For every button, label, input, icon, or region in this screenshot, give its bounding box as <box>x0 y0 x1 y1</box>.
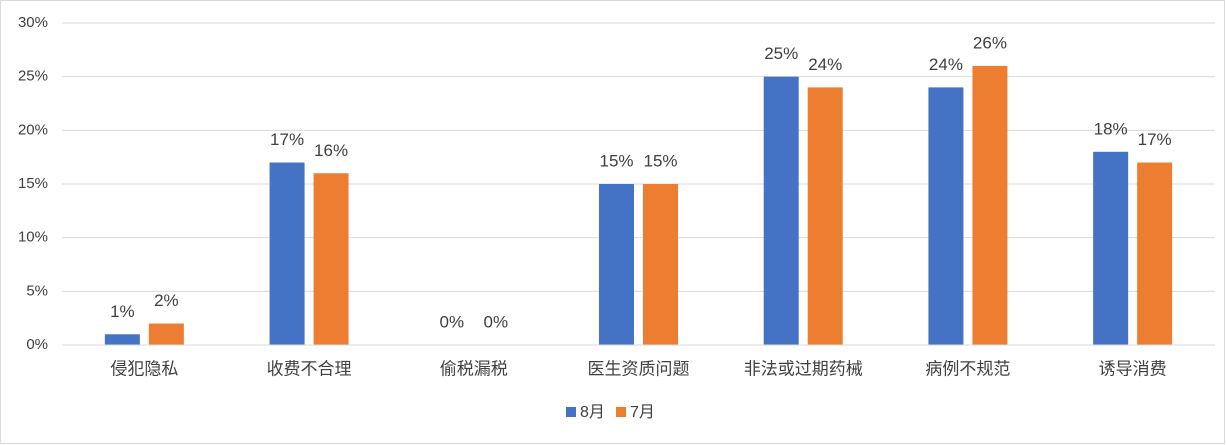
legend-swatch <box>616 407 626 417</box>
y-tick-label: 25% <box>18 68 48 85</box>
bar <box>599 184 634 345</box>
legend-swatch <box>566 407 576 417</box>
x-tick-label: 医生资质问题 <box>588 359 690 378</box>
bar <box>643 184 678 345</box>
data-label: 0% <box>439 312 464 331</box>
x-tick-label: 非法或过期药械 <box>744 359 863 378</box>
data-label: 0% <box>483 312 508 331</box>
bar <box>104 334 140 345</box>
data-label: 26% <box>973 33 1007 52</box>
bar <box>972 65 1008 345</box>
y-tick-label: 0% <box>26 336 48 353</box>
y-tick-label: 20% <box>18 121 48 138</box>
data-label: 16% <box>314 141 348 160</box>
bar <box>928 87 964 346</box>
bar <box>1093 151 1129 345</box>
y-tick-label: 10% <box>18 229 48 246</box>
data-label: 15% <box>643 151 677 170</box>
data-label: 18% <box>1094 119 1128 138</box>
bar <box>1137 162 1173 345</box>
legend-label: 8月 <box>580 404 605 421</box>
data-label: 17% <box>270 130 304 149</box>
y-tick-label: 15% <box>18 175 48 192</box>
x-tick-label: 诱导消费 <box>1099 359 1167 378</box>
data-label: 17% <box>1138 130 1172 149</box>
bar <box>269 162 305 345</box>
data-label: 15% <box>599 151 633 170</box>
data-label: 24% <box>929 55 963 74</box>
bar <box>148 323 184 345</box>
data-label: 1% <box>110 302 135 321</box>
y-tick-label: 30% <box>18 14 48 31</box>
y-tick-label: 5% <box>26 282 48 299</box>
data-label: 25% <box>764 44 798 63</box>
legend-label: 7月 <box>630 404 655 421</box>
bar <box>807 87 843 346</box>
bar <box>763 76 799 346</box>
x-tick-label: 收费不合理 <box>267 359 352 378</box>
data-label: 2% <box>154 291 179 310</box>
data-label: 24% <box>808 55 842 74</box>
bar <box>313 173 349 345</box>
x-tick-label: 侵犯隐私 <box>110 359 178 378</box>
x-tick-label: 偷税漏税 <box>440 359 508 378</box>
x-tick-label: 病例不规范 <box>925 359 1010 378</box>
